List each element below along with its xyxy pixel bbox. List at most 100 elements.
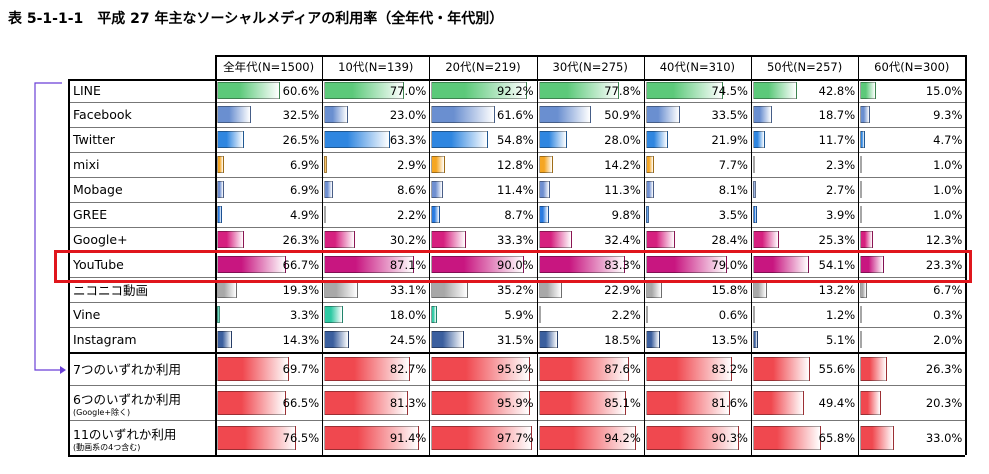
data-value-label: 87.1% bbox=[389, 257, 427, 272]
row-label-text: Mobage bbox=[73, 182, 123, 197]
grid-line bbox=[68, 327, 966, 328]
data-bar bbox=[645, 390, 730, 415]
data-bar bbox=[860, 156, 863, 173]
grid-line bbox=[751, 55, 752, 455]
data-bar bbox=[431, 206, 441, 223]
data-value-label: 2.7% bbox=[825, 182, 856, 197]
data-bar bbox=[431, 181, 444, 198]
data-value-label: 61.6% bbox=[497, 107, 534, 122]
data-bar bbox=[753, 425, 821, 450]
group-bracket-arrow bbox=[34, 82, 66, 374]
data-value-label: 2.9% bbox=[397, 157, 427, 172]
data-bar bbox=[538, 306, 541, 323]
data-bar bbox=[217, 390, 286, 415]
data-bar bbox=[324, 206, 327, 223]
grid-line bbox=[68, 79, 70, 455]
data-value-label: 66.7% bbox=[282, 257, 320, 272]
row-label: mixi bbox=[68, 152, 215, 177]
column-header: 10代(N=139) bbox=[338, 60, 414, 74]
page-title: 表 5-1-1-1 平成 27 年主なソーシャルメディアの利用率（全年代・年代別… bbox=[8, 11, 504, 27]
data-value-label: 18.5% bbox=[604, 332, 641, 347]
data-bar bbox=[645, 331, 660, 348]
data-bar bbox=[217, 131, 245, 148]
data-value-label: 15.8% bbox=[711, 282, 748, 297]
data-value-label: 26.3% bbox=[925, 361, 963, 376]
data-bar bbox=[753, 356, 811, 381]
grid-line bbox=[965, 55, 968, 455]
data-bar bbox=[324, 256, 415, 273]
row-sublabel: (動画系の4つ含む) bbox=[73, 442, 141, 452]
row-label-text: ニコニコ動画 bbox=[73, 283, 149, 298]
data-bar bbox=[753, 231, 780, 248]
data-value-label: 32.5% bbox=[282, 107, 320, 122]
data-bar bbox=[431, 390, 531, 415]
row-label-text: mixi bbox=[73, 157, 100, 172]
data-value-label: 95.9% bbox=[497, 361, 534, 376]
data-bar bbox=[324, 356, 410, 381]
data-bar bbox=[217, 156, 225, 173]
grid-line bbox=[68, 455, 966, 457]
data-value-label: 2.2% bbox=[397, 207, 427, 222]
data-value-label: 63.3% bbox=[389, 132, 427, 147]
row-label-text: Google+ bbox=[73, 232, 128, 247]
data-bar bbox=[645, 356, 732, 381]
column-header: 50代(N=257) bbox=[766, 60, 843, 74]
data-bar bbox=[860, 181, 863, 198]
grid-line bbox=[429, 55, 431, 455]
usage-table: 全年代(N=1500) 10代(N=139) 20代(N=219) 30代(N=275… bbox=[68, 55, 968, 460]
data-bar bbox=[324, 331, 350, 348]
data-value-label: 94.2% bbox=[604, 430, 641, 445]
data-bar bbox=[860, 231, 873, 248]
data-bar bbox=[217, 231, 245, 248]
data-value-label: 60.6% bbox=[282, 83, 320, 98]
data-value-label: 0.3% bbox=[933, 307, 963, 322]
row-label: ニコニコ動画 bbox=[68, 277, 215, 302]
data-value-label: 81.6% bbox=[711, 395, 748, 410]
data-bar bbox=[645, 206, 650, 223]
data-value-label: 2.3% bbox=[825, 157, 856, 172]
data-value-label: 6.9% bbox=[289, 182, 320, 197]
data-bar bbox=[645, 425, 739, 450]
row-label: 6つのいずれか利用 (Google+除く) bbox=[68, 385, 215, 420]
data-value-label: 35.2% bbox=[497, 282, 534, 297]
row-label: Google+ bbox=[68, 227, 215, 252]
data-value-label: 2.0% bbox=[933, 332, 963, 347]
data-value-label: 8.1% bbox=[718, 182, 748, 197]
data-value-label: 31.5% bbox=[497, 332, 534, 347]
data-bar bbox=[860, 306, 863, 323]
data-bar bbox=[538, 181, 551, 198]
data-value-label: 6.7% bbox=[933, 282, 963, 297]
data-bar bbox=[217, 106, 251, 123]
grid-line bbox=[858, 55, 860, 455]
data-bar bbox=[431, 425, 533, 450]
grid-line bbox=[68, 352, 966, 354]
data-bar bbox=[217, 306, 221, 323]
data-bar bbox=[645, 82, 723, 99]
data-bar bbox=[217, 256, 286, 273]
data-bar bbox=[431, 256, 525, 273]
grid-line bbox=[68, 102, 966, 103]
data-bar bbox=[431, 156, 445, 173]
data-value-label: 21.9% bbox=[711, 132, 748, 147]
data-bar bbox=[217, 181, 225, 198]
data-value-label: 54.8% bbox=[497, 132, 534, 147]
data-value-label: 82.7% bbox=[389, 361, 427, 376]
data-value-label: 79.0% bbox=[711, 257, 748, 272]
grid-line bbox=[68, 177, 966, 178]
data-bar bbox=[645, 156, 654, 173]
data-bar bbox=[217, 82, 280, 99]
data-value-label: 18.7% bbox=[818, 107, 856, 122]
row-label: Mobage bbox=[68, 177, 215, 202]
data-value-label: 95.9% bbox=[497, 395, 534, 410]
data-bar bbox=[753, 131, 766, 148]
row-label-text: 11のいずれか利用 bbox=[73, 426, 177, 442]
data-bar bbox=[860, 356, 888, 381]
grid-line bbox=[68, 79, 966, 81]
data-value-label: 5.9% bbox=[504, 307, 534, 322]
data-value-label: 5.1% bbox=[825, 332, 856, 347]
data-value-label: 3.9% bbox=[825, 207, 856, 222]
data-bar bbox=[431, 331, 464, 348]
data-bar bbox=[860, 331, 863, 348]
grid-line bbox=[215, 55, 217, 455]
data-bar bbox=[538, 131, 568, 148]
